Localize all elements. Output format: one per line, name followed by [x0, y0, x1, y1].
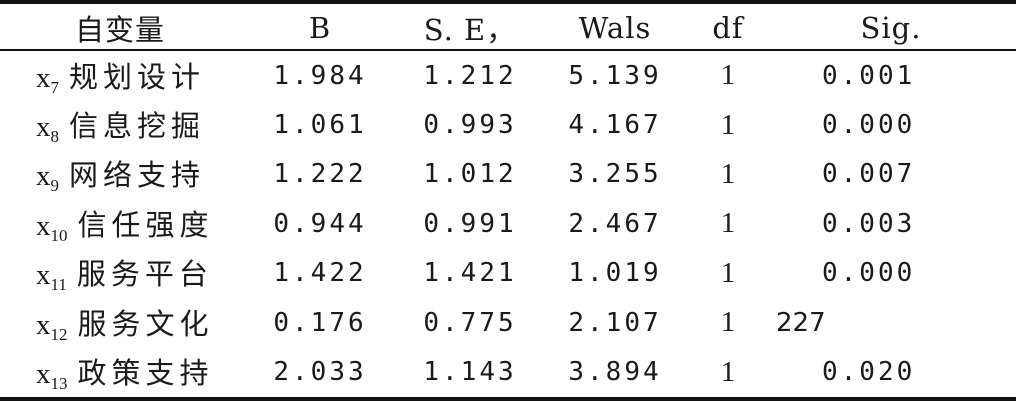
bottom-rule: [0, 397, 1016, 401]
b-cell: 2.033: [273, 357, 367, 388]
variable-symbol: x: [36, 358, 51, 391]
sig-cell: 0.020: [822, 357, 916, 388]
variable-cell: x10 信任强度: [0, 199, 240, 248]
top-rule: [0, 0, 1016, 4]
header-b: B: [308, 10, 332, 45]
df-cell: 1: [720, 157, 736, 190]
header-row: 自变量 B S. E， Wals df Sig.: [0, 0, 1016, 51]
se-cell: 1.143: [423, 357, 517, 388]
table-row: x9 网络支持 1.222 1.012 3.255 1 0.007: [0, 150, 1016, 199]
variable-name: 服务文化: [77, 306, 214, 341]
sig-cell: 0.003: [822, 208, 916, 239]
variable-subscript: 13: [50, 374, 68, 394]
header-wals: Wals: [578, 10, 652, 45]
df-cell: 1: [720, 355, 736, 388]
table-row: x7 规划设计 1.984 1.212 5.139 1 0.001: [0, 51, 1016, 100]
se-cell: 0.993: [423, 110, 517, 141]
variable-cell: x7 规划设计: [0, 51, 240, 100]
variable-cell: x13 政策支持: [0, 347, 240, 396]
header-variable: 自变量: [74, 12, 165, 47]
df-cell: 1: [720, 59, 736, 92]
sig-cell: 0.000: [822, 110, 916, 141]
sig-cell: 0.001: [822, 60, 916, 91]
se-cell: 0.991: [423, 208, 517, 239]
wals-cell: 5.139: [568, 60, 662, 91]
se-cell: 0.775: [423, 307, 517, 338]
variable-subscript: 9: [50, 176, 60, 196]
sig-cell: 0.000: [822, 258, 916, 289]
table-row: x8 信息挖掘 1.061 0.993 4.167 1 0.000: [0, 100, 1016, 149]
variable-symbol: x: [36, 308, 51, 341]
variable-name: 政策支持: [77, 356, 214, 391]
table-row: x10 信任强度 0.944 0.991 2.467 1 0.003: [0, 199, 1016, 248]
header-rule: [0, 49, 1016, 51]
variable-cell: x11 服务平台: [0, 249, 240, 298]
df-cell: 1: [720, 108, 736, 141]
variable-subscript: 10: [50, 225, 68, 245]
variable-symbol: x: [36, 61, 51, 94]
se-cell: 1.212: [423, 60, 517, 91]
df-cell: 1: [720, 306, 736, 339]
variable-symbol: x: [36, 111, 51, 144]
b-cell: 1.222: [273, 159, 367, 190]
wals-cell: 3.255: [568, 159, 662, 190]
df-cell: 1: [720, 207, 736, 240]
table-row: x12 服务文化 0.176 0.775 2.107 1 227: [0, 298, 1016, 347]
variable-subscript: 8: [50, 127, 60, 147]
variable-name: 服务平台: [76, 257, 213, 292]
variable-cell: x8 信息挖掘: [0, 100, 240, 149]
header-df: df: [712, 10, 744, 45]
table-row: x11 服务平台 1.422 1.421 1.019 1 0.000: [0, 249, 1016, 298]
variable-symbol: x: [36, 209, 51, 242]
variable-subscript: 11: [50, 275, 67, 295]
b-cell: 0.944: [273, 208, 367, 239]
variable-cell: x9 网络支持: [0, 150, 240, 199]
variable-subscript: 7: [50, 77, 60, 97]
df-cell: 1: [720, 256, 736, 289]
variable-name: 信息挖掘: [69, 109, 206, 144]
wals-cell: 2.467: [568, 208, 662, 239]
wals-cell: 1.019: [568, 258, 662, 289]
variable-symbol: x: [36, 160, 51, 193]
variable-name: 信任强度: [77, 207, 214, 242]
b-cell: 1.422: [273, 258, 367, 289]
b-cell: 1.984: [273, 60, 367, 91]
sig-cell: 227: [776, 307, 826, 338]
b-cell: 1.061: [273, 110, 367, 141]
se-cell: 1.012: [423, 159, 517, 190]
variable-symbol: x: [36, 259, 51, 292]
variable-cell: x12 服务文化: [0, 298, 240, 347]
wals-cell: 2.107: [568, 307, 662, 338]
sig-cell: 0.007: [822, 159, 916, 190]
variable-name: 网络支持: [69, 158, 206, 193]
se-cell: 1.421: [423, 258, 517, 289]
variable-subscript: 12: [50, 324, 68, 344]
variable-name: 规划设计: [69, 59, 206, 94]
table-row: x13 政策支持 2.033 1.143 3.894 1 0.020: [0, 347, 1016, 396]
header-se: S. E，: [423, 12, 517, 47]
b-cell: 0.176: [273, 307, 367, 338]
header-sig: Sig.: [860, 10, 922, 45]
wals-cell: 4.167: [568, 110, 662, 141]
wals-cell: 3.894: [568, 357, 662, 388]
